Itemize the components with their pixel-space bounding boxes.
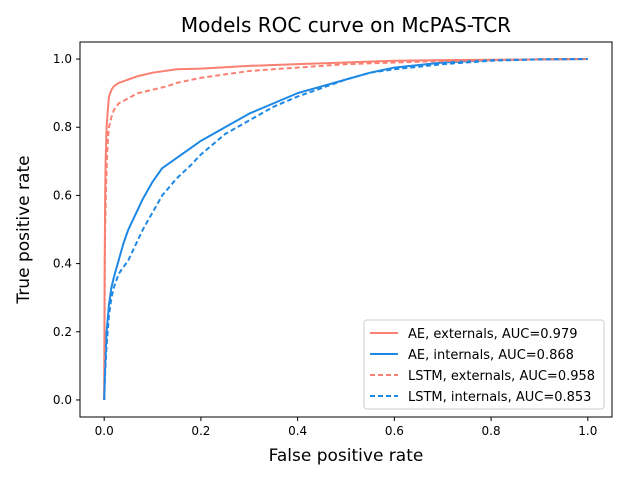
roc-curve-0 xyxy=(103,58,588,400)
legend-label-2: LSTM, externals, AUC=0.958 xyxy=(408,369,595,384)
x-tick-label: 1.0 xyxy=(578,424,597,438)
x-axis-label: False positive rate xyxy=(269,446,424,466)
plot-area xyxy=(103,58,588,400)
x-tick-label: 0.2 xyxy=(191,424,210,438)
x-tick-label: 0.6 xyxy=(385,424,404,438)
x-tick-label: 0.4 xyxy=(288,424,307,438)
legend-label-1: AE, internals, AUC=0.868 xyxy=(408,348,574,363)
roc-curve-3 xyxy=(103,58,588,400)
y-tick-label: 1.0 xyxy=(53,52,72,66)
y-tick-label: 0.2 xyxy=(53,325,72,339)
legend-box xyxy=(363,319,605,410)
legend: AE, externals, AUC=0.979 AE, internals, A… xyxy=(363,319,605,410)
y-axis: 0.0 0.2 0.4 0.6 0.8 1.0 xyxy=(53,52,80,407)
x-tick-label: 0.0 xyxy=(95,424,114,438)
y-tick-label: 0.8 xyxy=(53,120,72,134)
chart-title: Models ROC curve on McPAS-TCR xyxy=(181,13,511,37)
x-axis: 0.0 0.2 0.4 0.6 0.8 1.0 xyxy=(95,417,597,438)
y-tick-label: 0.6 xyxy=(53,188,72,202)
legend-label-3: LSTM, internals, AUC=0.853 xyxy=(408,390,591,405)
y-tick-label: 0.4 xyxy=(53,257,72,271)
axes-frame xyxy=(79,41,613,418)
legend-label-0: AE, externals, AUC=0.979 xyxy=(408,327,578,342)
y-tick-label: 0.0 xyxy=(53,393,72,407)
y-axis-label: True positive rate xyxy=(14,155,34,304)
roc-curve-2 xyxy=(103,58,588,400)
x-tick-label: 0.8 xyxy=(482,424,501,438)
